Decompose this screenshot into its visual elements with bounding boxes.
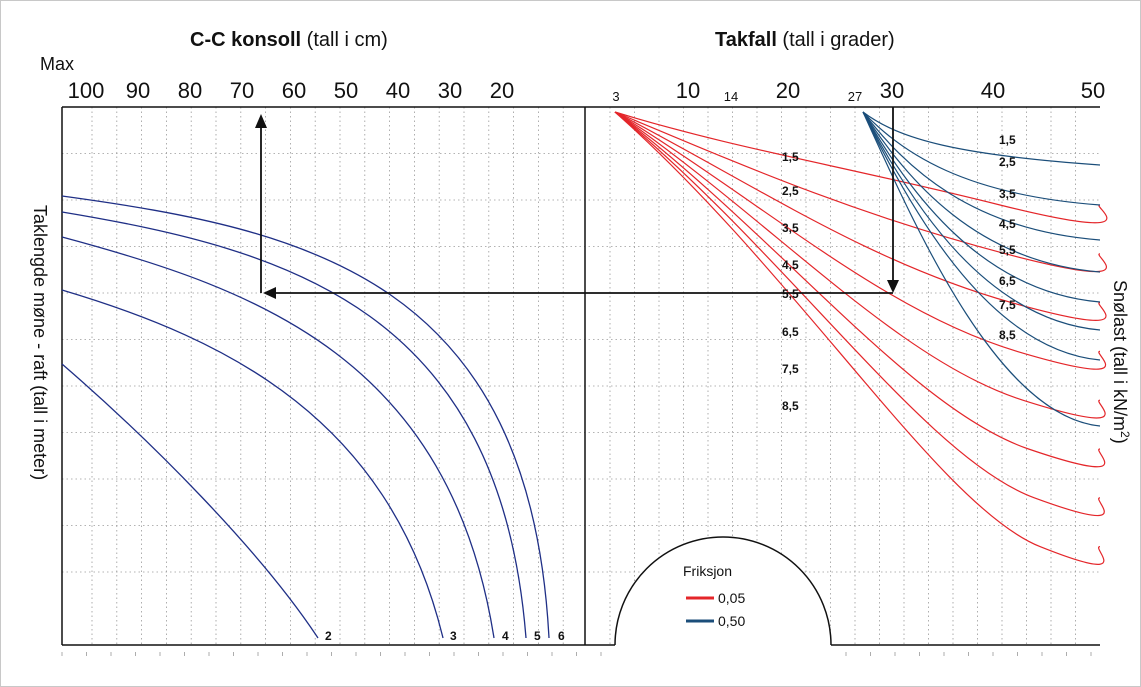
red-curve-label: 7,5 bbox=[782, 362, 799, 376]
left-curve-label: 5 bbox=[534, 629, 541, 643]
red-curve bbox=[614, 111, 1105, 517]
x-tick-label-small: 14 bbox=[724, 89, 738, 104]
x-tick-label: 30 bbox=[880, 78, 904, 103]
left-curve-label: 6 bbox=[558, 629, 565, 643]
left-curve-label: 4 bbox=[502, 629, 509, 643]
blue-curve-label: 6,5 bbox=[999, 274, 1016, 288]
left-curve bbox=[61, 236, 495, 639]
x-tick-label: 50 bbox=[1081, 78, 1105, 103]
x-tick-label: 50 bbox=[334, 78, 358, 103]
x-tick-label: 60 bbox=[282, 78, 306, 103]
x-tick-label: 80 bbox=[178, 78, 202, 103]
example-arrow-up-head bbox=[255, 114, 267, 128]
left-curve bbox=[61, 289, 444, 639]
left-curves: 2 3 4 5 6 bbox=[61, 195, 565, 643]
blue-curve bbox=[862, 111, 1101, 427]
red-curve-label: 1,5 bbox=[782, 150, 799, 164]
red-curve bbox=[614, 111, 1107, 273]
red-curve-label: 4,5 bbox=[782, 258, 799, 272]
blue-curve-label: 8,5 bbox=[999, 328, 1016, 342]
left-curve-label: 3 bbox=[450, 629, 457, 643]
x-tick-label-small: 27 bbox=[848, 89, 862, 104]
x-tick-label: 70 bbox=[230, 78, 254, 103]
red-curve-label: 6,5 bbox=[782, 325, 799, 339]
blue-curve-label: 4,5 bbox=[999, 217, 1016, 231]
left-title: C-C konsoll (tall i cm) bbox=[190, 29, 388, 51]
legend-box bbox=[615, 537, 831, 670]
x-tick-label: 40 bbox=[386, 78, 410, 103]
legend-title: Friksjon bbox=[683, 563, 732, 579]
x-tick-label: 30 bbox=[438, 78, 462, 103]
x-tick-label: 90 bbox=[126, 78, 150, 103]
blue-curve bbox=[862, 111, 1101, 206]
x-tick-label-small: 3 bbox=[612, 89, 619, 104]
red-curve-label: 5,5 bbox=[782, 287, 799, 301]
x-tick-label: 20 bbox=[490, 78, 514, 103]
right-y-label-main: Snølast (tall i kN/m bbox=[1110, 280, 1130, 431]
red-curve bbox=[614, 111, 1107, 370]
left-title-bold: C-C konsoll bbox=[190, 29, 301, 51]
blue-curve-label: 1,5 bbox=[999, 133, 1016, 147]
x-tick-label: 40 bbox=[981, 78, 1005, 103]
blue-curve-label: 7,5 bbox=[999, 298, 1016, 312]
blue-curve bbox=[862, 111, 1101, 241]
left-curve bbox=[61, 363, 319, 639]
x-tick-label: 100 bbox=[68, 78, 105, 103]
legend-outline bbox=[614, 536, 832, 646]
red-curve bbox=[614, 111, 1108, 224]
x-tick-label: 20 bbox=[776, 78, 800, 103]
left-curve-label: 2 bbox=[325, 629, 332, 643]
right-title: Takfall (tall i grader) bbox=[715, 29, 895, 51]
right-title-rest: (tall i grader) bbox=[777, 29, 895, 51]
blue-curve bbox=[862, 111, 1101, 273]
example-arrow-left-head bbox=[263, 287, 276, 299]
red-curves: 1,5 2,5 3,5 4,5 5,5 6,5 7,5 8,5 bbox=[614, 111, 1108, 565]
red-curve-label: 2,5 bbox=[782, 184, 799, 198]
left-title-rest: (tall i cm) bbox=[301, 29, 388, 51]
left-curve bbox=[61, 211, 527, 639]
blue-curve bbox=[862, 111, 1101, 361]
example-path bbox=[255, 107, 899, 299]
left-y-label: Taklengde møne - raft (tall i meter) bbox=[30, 205, 50, 480]
red-curve-label: 8,5 bbox=[782, 399, 799, 413]
legend-label-blue: 0,50 bbox=[718, 613, 745, 629]
left-curve bbox=[61, 195, 550, 639]
max-label: Max bbox=[40, 54, 74, 74]
blue-curve bbox=[862, 111, 1101, 303]
right-y-label-end: ) bbox=[1110, 438, 1130, 444]
right-y-label-sup: 2 bbox=[1118, 431, 1132, 438]
blue-curves: 1,5 2,5 3,5 4,5 5,5 6,5 7,5 8,5 bbox=[862, 111, 1101, 427]
right-y-label: Snølast (tall i kN/m2) bbox=[1110, 280, 1132, 444]
blue-curve bbox=[862, 111, 1101, 331]
x-ticks: 100 90 80 70 60 50 40 30 20 10 20 30 40 50 3 14 27 bbox=[68, 78, 1106, 104]
blue-curve bbox=[862, 111, 1101, 166]
blue-curve-label: 2,5 bbox=[999, 155, 1016, 169]
red-curve-label: 3,5 bbox=[782, 221, 799, 235]
red-curve bbox=[614, 111, 1107, 321]
x-tick-label: 10 bbox=[676, 78, 700, 103]
blue-curve-label: 5,5 bbox=[999, 243, 1016, 257]
red-curve bbox=[614, 111, 1106, 419]
right-title-bold: Takfall bbox=[715, 29, 777, 51]
red-curve bbox=[614, 111, 1106, 468]
example-arrow-down-head bbox=[887, 280, 899, 293]
blue-curve-label: 3,5 bbox=[999, 187, 1016, 201]
legend-label-red: 0,05 bbox=[718, 590, 745, 606]
red-curve bbox=[614, 111, 1105, 565]
